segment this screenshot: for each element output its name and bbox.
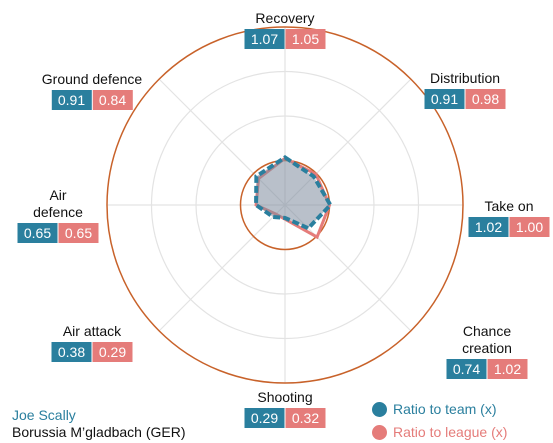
value-label: 0.74 xyxy=(446,359,487,379)
value-boxes: 0.65 0.65 xyxy=(17,223,99,243)
value-label: 0.84 xyxy=(92,90,133,110)
value-boxes: 0.29 0.32 xyxy=(244,408,326,428)
axis-label: Shooting 0.29 0.32 xyxy=(244,389,326,428)
legend-swatch xyxy=(372,401,387,417)
legend-label: Ratio to league (x) xyxy=(393,424,508,440)
grid-circle xyxy=(150,70,420,340)
legend-label: Ratio to team (x) xyxy=(393,401,497,417)
value-label: 0.65 xyxy=(58,223,99,243)
team-name: Borussia M’gladbach (GER) xyxy=(12,424,186,440)
axis-label: Air defence 0.65 0.65 xyxy=(17,187,99,243)
legend-swatch xyxy=(372,424,387,440)
value-boxes: 0.38 0.29 xyxy=(51,342,133,362)
value-label: 0.91 xyxy=(424,89,465,109)
value-label: 1.02 xyxy=(487,359,528,379)
value-label: 0.29 xyxy=(244,408,285,428)
value-label: 1.00 xyxy=(509,217,550,237)
player-name: Joe Scally xyxy=(12,407,76,423)
grid-circle xyxy=(106,26,464,384)
value-boxes: 1.07 1.05 xyxy=(244,29,326,49)
value-label: 1.05 xyxy=(285,29,326,49)
value-label: 0.65 xyxy=(17,223,58,243)
value-boxes: 0.91 0.98 xyxy=(424,89,506,109)
grid-circle xyxy=(195,115,375,295)
category-label: Distribution xyxy=(429,70,501,86)
value-boxes: 0.74 1.02 xyxy=(446,359,528,379)
category-label: Chance creation xyxy=(462,323,512,356)
category-label: Recovery xyxy=(255,10,315,26)
value-label: 0.32 xyxy=(285,408,326,428)
value-label: 1.02 xyxy=(468,217,509,237)
value-label: 0.98 xyxy=(465,89,506,109)
value-boxes: 1.02 1.00 xyxy=(468,217,550,237)
category-label: Ground defence xyxy=(41,71,143,87)
legend-item: Ratio to team (x) xyxy=(372,401,496,417)
value-boxes: 0.91 0.84 xyxy=(51,90,133,110)
value-label: 0.38 xyxy=(51,342,92,362)
axis-label: Recovery 1.07 1.05 xyxy=(244,10,326,49)
team-area xyxy=(254,154,333,231)
legend-item: Ratio to league (x) xyxy=(372,424,507,440)
axis-label: Ground defence 0.91 0.84 xyxy=(42,71,142,110)
category-label: Take on xyxy=(484,198,534,214)
value-label: 1.07 xyxy=(244,29,285,49)
category-label: Air attack xyxy=(62,323,122,339)
axis-label: Chance creation 0.74 1.02 xyxy=(446,323,528,379)
axis-label: Air attack 0.38 0.29 xyxy=(51,323,133,362)
category-label: Air defence xyxy=(33,187,83,220)
axis-label: Distribution 0.91 0.98 xyxy=(424,70,506,109)
value-label: 0.91 xyxy=(51,90,92,110)
value-label: 0.29 xyxy=(92,342,133,362)
axis-label: Take on 1.02 1.00 xyxy=(468,198,550,237)
category-label: Shooting xyxy=(257,389,313,405)
